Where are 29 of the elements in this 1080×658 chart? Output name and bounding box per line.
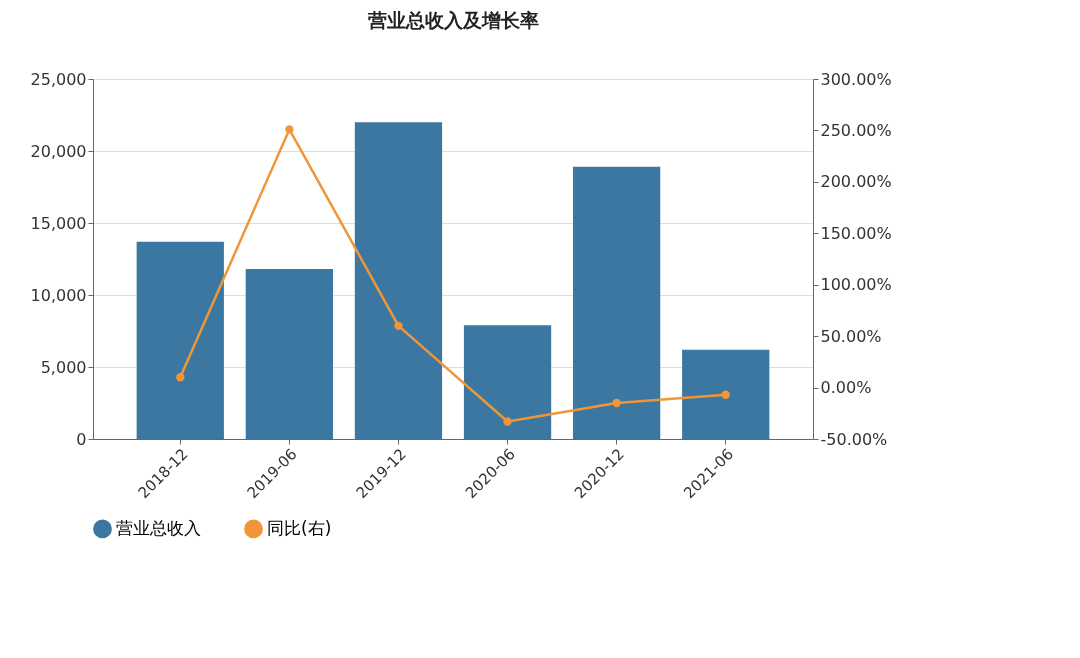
legend-label: 营业总收入 bbox=[116, 517, 201, 538]
point bbox=[394, 321, 403, 331]
y-tick-label: 25,000 bbox=[30, 69, 87, 89]
bar bbox=[136, 241, 224, 439]
y-tick-label: 0 bbox=[76, 429, 87, 449]
y-tick-label: 15,000 bbox=[30, 213, 87, 233]
point bbox=[721, 390, 730, 399]
y2-tick-label: 300.00% bbox=[820, 69, 892, 89]
y2-tick-label: 50.00% bbox=[820, 326, 882, 346]
y2-tick-label: -50.00% bbox=[820, 429, 888, 449]
point bbox=[503, 417, 512, 426]
point bbox=[612, 398, 621, 408]
point bbox=[285, 125, 294, 134]
point bbox=[176, 373, 185, 382]
y-tick-label: 5,000 bbox=[40, 357, 87, 377]
y2-tick-label: 150.00% bbox=[820, 223, 892, 243]
bar bbox=[245, 269, 333, 439]
bar bbox=[463, 325, 552, 439]
y-tick-label: 10,000 bbox=[30, 285, 87, 305]
legend-label: 同比(右) bbox=[267, 517, 332, 538]
bar bbox=[573, 166, 661, 439]
y2-tick-label: 250.00% bbox=[820, 120, 892, 140]
y2-tick-label: 200.00% bbox=[820, 172, 892, 192]
bar bbox=[682, 349, 770, 439]
y2-tick-label: 0.00% bbox=[820, 378, 872, 398]
y-tick-label: 20,000 bbox=[30, 141, 87, 161]
bar bbox=[354, 122, 443, 439]
y2-tick-label: 100.00% bbox=[820, 275, 892, 295]
chart-title: 营业总收入及增长率 bbox=[366, 9, 539, 31]
